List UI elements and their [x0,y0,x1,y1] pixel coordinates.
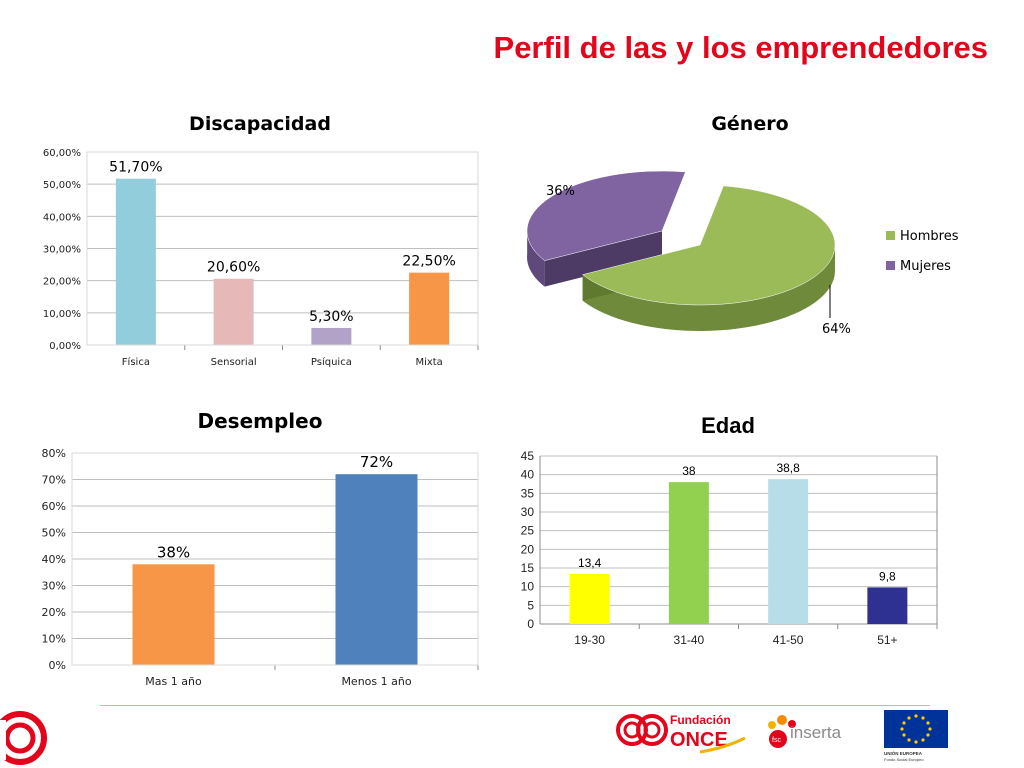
desempleo-y-tick-label: 80% [42,447,66,460]
edad-y-tick-label: 25 [521,524,535,538]
discapacidad-category-label: Física [122,356,150,368]
desempleo-data-label: 72% [360,453,393,471]
genero-slice-hombres [582,185,836,306]
discapacidad-y-tick-label: 50,00% [43,180,81,191]
edad-y-tick-label: 20 [521,542,535,556]
desempleo-plot-frame [71,452,479,666]
edad-y-tick-label: 45 [521,449,535,463]
discapacidad-bar-fisica [115,178,156,345]
discapacidad-category-label: Sensorial [211,357,257,368]
edad-bar-31-40 [668,482,709,624]
desempleo-y-tick-label: 0% [49,659,66,672]
edad-data-label: 38,8 [776,461,800,475]
edad-y-tick-label: 0 [527,617,534,631]
discapacidad-bar-mixta [409,272,450,345]
edad-bar-41-50 [768,479,809,624]
edad-bar-19-30 [569,573,610,624]
genero-data-label: 36% [546,184,575,199]
discapacidad-y-tick-label: 40,00% [43,212,81,223]
desempleo-category-label: Menos 1 año [341,675,411,688]
desempleo-y-tick-label: 70% [42,474,66,487]
discapacidad-plot-frame [86,151,479,346]
desempleo-category-label: Mas 1 año [145,675,202,688]
genero-slice-rim-hombres [582,245,835,331]
desempleo-y-tick-label: 30% [42,580,66,593]
desempleo-y-tick-label: 50% [42,527,66,540]
edad-category-label: 31-40 [674,633,705,647]
genero-slice-rim-mujeres [527,228,545,287]
edad-y-tick-label: 10 [521,580,535,594]
genero-slice-side-mujeres [544,231,662,287]
genero-data-label: 64% [822,322,851,337]
discapacidad-y-tick-label: 30,00% [43,245,81,256]
discapacidad-bar-sensorial [213,278,254,345]
desempleo-chart-title: Desempleo [198,409,323,433]
edad-data-label: 38 [682,464,696,478]
genero-legend-label-hombres: Hombres [900,229,959,244]
edad-y-tick-label: 40 [521,468,535,482]
desempleo-y-tick-label: 10% [42,633,66,646]
discapacidad-category-label: Psíquica [311,356,352,368]
edad-category-label: 41-50 [773,633,804,647]
desempleo-y-tick-label: 20% [42,606,66,619]
page-title: Perfil de las y los emprendedores [493,30,988,65]
edad-y-tick-label: 30 [521,505,535,519]
edad-y-tick-label: 35 [521,486,535,500]
desempleo-bar-menos-1-ano [335,474,418,665]
edad-y-tick-label: 15 [521,561,535,575]
desempleo-y-tick-label: 40% [42,553,66,566]
discapacidad-category-label: Mixta [415,357,442,368]
discapacidad-bar-psiquica [311,327,352,345]
discapacidad-y-tick-label: 20,00% [43,277,81,288]
genero-slice-mujeres [526,170,686,261]
edad-data-label: 9,8 [879,569,896,583]
edad-chart-title: Edad [701,413,755,438]
genero-legend-swatch-hombres [886,231,895,240]
edad-data-label: 13,4 [578,556,602,570]
genero-legend-label-mujeres: Mujeres [900,259,951,274]
discapacidad-data-label: 5,30% [309,309,353,325]
discapacidad-chart-title: Discapacidad [189,113,331,135]
discapacidad-y-tick-label: 10,00% [43,309,81,320]
genero-chart-title: Género [711,113,788,135]
discapacidad-y-tick-label: 0,00% [49,341,81,352]
discapacidad-data-label: 51,70% [109,160,162,176]
discapacidad-data-label: 20,60% [207,260,260,276]
edad-category-label: 19-30 [574,633,605,647]
edad-y-tick-label: 5 [527,598,534,612]
footer-divider [100,705,930,706]
edad-bar-51 [867,587,908,624]
desempleo-data-label: 38% [157,543,190,561]
discapacidad-y-tick-label: 60,00% [43,148,81,159]
desempleo-y-tick-label: 60% [42,500,66,513]
edad-category-label: 51+ [877,633,897,647]
genero-legend-swatch-mujeres [886,261,895,270]
desempleo-bar-mas-1-ano [132,564,215,665]
discapacidad-data-label: 22,50% [402,254,455,270]
